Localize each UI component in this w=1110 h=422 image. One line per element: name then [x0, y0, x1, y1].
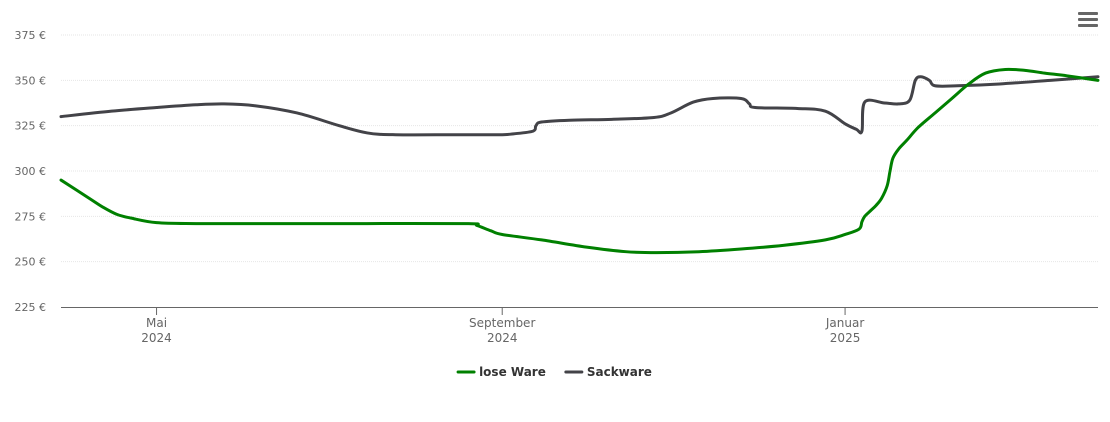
y-tick-label: 250 € [15, 256, 47, 269]
x-tick-month: Mai [146, 316, 167, 330]
series-line-lose-ware[interactable] [59, 67, 1100, 255]
hamburger-menu-icon[interactable] [1078, 12, 1098, 30]
x-tick-year: 2025 [830, 331, 861, 345]
legend-label[interactable]: lose Ware [479, 365, 546, 379]
y-tick-label: 225 € [15, 301, 47, 314]
y-tick-label: 275 € [15, 210, 47, 223]
y-tick-label: 300 € [15, 165, 47, 178]
y-axis-ticks: 225 € 250 € 275 € 300 € 325 € 350 € 375 € [15, 29, 47, 314]
series-layer [59, 67, 1100, 255]
x-tick-label: September 2024 [469, 316, 535, 345]
x-tick-year: 2024 [141, 331, 172, 345]
legend-label[interactable]: Sackware [587, 365, 652, 379]
x-tick-label: Januar 2025 [825, 316, 864, 345]
y-tick-label: 325 € [15, 120, 47, 133]
grid-lines [61, 34, 1098, 263]
legend[interactable]: lose Ware Sackware [456, 365, 652, 379]
x-tick-label: Mai 2024 [141, 316, 172, 345]
y-tick-label: 350 € [15, 74, 47, 87]
x-tick-month: Januar [825, 316, 864, 330]
x-tick-month: September [469, 316, 535, 330]
y-tick-label: 375 € [15, 29, 47, 42]
x-tick-year: 2024 [487, 331, 518, 345]
series-line-sackware[interactable] [59, 75, 1100, 137]
